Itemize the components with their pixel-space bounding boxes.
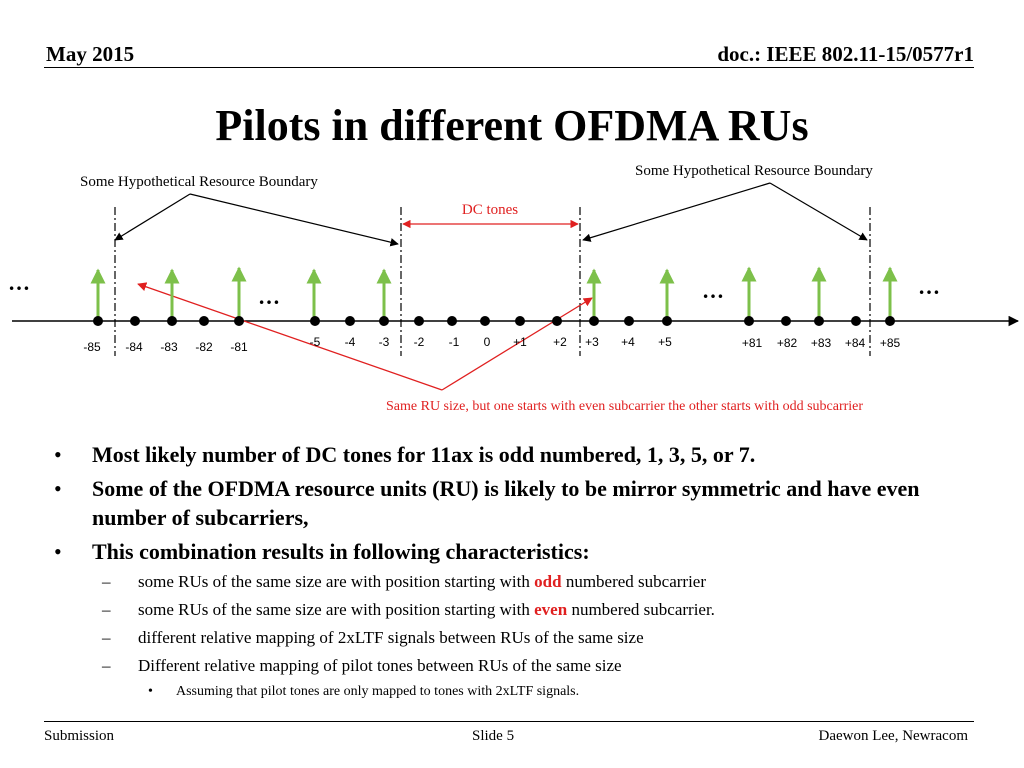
subcarrier-dot [814,316,824,326]
tick-label: +5 [658,335,672,349]
sub-bullet-text: some RUs of the same size are with posit… [138,572,535,591]
highlight-even: even [534,600,568,619]
subcarrier-dot [447,316,457,326]
boundary-label-right: Some Hypothetical Resource Boundary [635,163,873,179]
subcarrier-dot [93,316,103,326]
sub-bullet-item: some RUs of the same size are with posit… [50,599,980,621]
ellipsis-far-right: … [918,274,940,299]
subcarrier-dot [515,316,525,326]
highlight-odd: odd [534,572,562,591]
ellipsis-right: … [702,278,724,303]
subcarrier-dot [552,316,562,326]
note-text: Same RU size, but one starts with even s… [386,399,863,414]
tick-label: +1 [513,335,527,349]
subcarrier-dot [199,316,209,326]
subcarrier-dot [851,316,861,326]
ellipsis-left: … [258,284,280,309]
tick-label: -3 [379,335,390,349]
subcarrier-dot [379,316,389,326]
subcarrier-dot [744,316,754,326]
boundary-arrow-4 [769,182,868,241]
header-doc-id: doc.: IEEE 802.11-15/0577r1 [717,42,974,66]
pilot-arrows [90,266,898,321]
tick-label: -2 [414,335,425,349]
tick-label: -84 [125,340,143,354]
footer-rule [44,721,974,722]
tick-label: +84 [845,336,866,350]
bullet-item: Some of the OFDMA resource units (RU) is… [50,474,980,532]
subcarrier-dot [234,316,244,326]
tick-label: -4 [345,335,356,349]
sub-bullet-text: numbered subcarrier [561,572,706,591]
tick-label: +83 [811,336,832,350]
subcarrier-dot [589,316,599,326]
tick-label: -83 [160,340,178,354]
subcarrier-diagram: Some Hypothetical Resource Boundary Some… [8,163,1020,414]
tick-label: -81 [230,340,248,354]
bullet-item: This combination results in following ch… [50,537,980,566]
boundary-label-left: Some Hypothetical Resource Boundary [80,174,318,190]
footer-author: Daewon Lee, Newracom [818,728,968,744]
header-rule [44,67,974,68]
boundary-arrow-3 [582,182,771,242]
subcarrier-dot [130,316,140,326]
sub-bullet-item: some RUs of the same size are with posit… [50,571,980,593]
boundary-lines [114,207,871,356]
subcarrier-dot [167,316,177,326]
header-date: May 2015 [46,42,135,66]
footer-slide-number: Slide 5 [472,728,515,744]
bullet-list: Most likely number of DC tones for 11ax … [50,440,980,701]
subcarrier-dot [310,316,320,326]
tick-label: +85 [880,336,901,350]
tick-label: -1 [449,335,460,349]
subcarrier-dot [781,316,791,326]
dc-tones-label: DC tones [462,202,518,218]
tick-label: 0 [484,335,491,349]
tick-label: -85 [83,340,101,354]
tick-label: +3 [585,335,599,349]
sub-bullet-item: Different relative mapping of pilot tone… [50,655,980,677]
note-arrow-right [441,297,593,391]
slide-title: Pilots in different OFDMA RUs [215,101,809,150]
subcarrier-dot [414,316,424,326]
bullet-item: Most likely number of DC tones for 11ax … [50,440,980,469]
tick-label: +4 [621,335,635,349]
sub-bullet-item: different relative mapping of 2xLTF sign… [50,627,980,649]
sub-bullet-text: numbered subcarrier. [567,600,715,619]
subcarrier-dot [662,316,672,326]
subcarrier-dot [885,316,895,326]
tick-label: -82 [195,340,213,354]
subcarrier-dot [480,316,490,326]
subcarrier-dot [624,316,634,326]
tick-label: +2 [553,335,567,349]
tick-label: +82 [777,336,798,350]
sub-bullet-text: some RUs of the same size are with posit… [138,600,535,619]
note-arrow-left [137,282,443,391]
tick-label: -5 [310,335,321,349]
subcarrier-dot [345,316,355,326]
footer-submission: Submission [44,728,115,744]
tick-label: +81 [742,336,763,350]
ellipsis-far-left: … [8,270,30,295]
boundary-arrow-2 [189,193,399,247]
subcarrier-dots [93,316,895,326]
boundary-arrow-1 [114,193,191,241]
sub-sub-bullet-item: Assuming that pilot tones are only mappe… [50,683,980,701]
